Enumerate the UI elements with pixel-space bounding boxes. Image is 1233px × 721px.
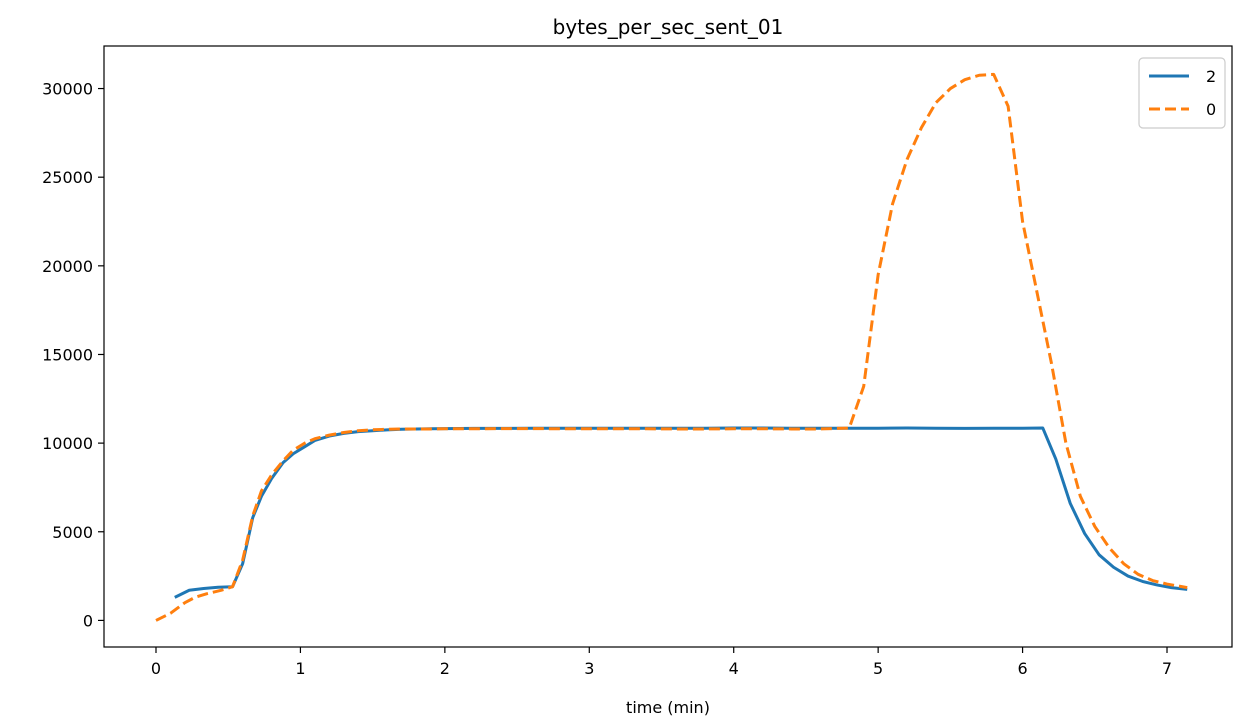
x-tick-label: 1 (295, 659, 305, 678)
x-tick-label: 3 (584, 659, 594, 678)
y-tick-label: 10000 (42, 434, 93, 453)
x-tick-label: 5 (873, 659, 883, 678)
y-tick-label: 20000 (42, 257, 93, 276)
plot-frame (103, 45, 1233, 648)
legend-label-series-0: 0 (1206, 100, 1216, 119)
legend-label-series-2: 2 (1206, 67, 1216, 86)
legend: 2 0 (1138, 57, 1226, 129)
y-tick-label: 25000 (42, 168, 93, 187)
y-tick-label: 0 (83, 611, 93, 630)
x-tick-label: 0 (151, 659, 161, 678)
x-tick-label: 6 (1017, 659, 1027, 678)
y-axis-ticks: 0 5000 10000 15000 20000 25000 30000 (42, 80, 104, 630)
series-line-0 (155, 72, 1188, 622)
y-tick-label: 15000 (42, 345, 93, 364)
chart-title: bytes_per_sec_sent_01 (553, 15, 784, 39)
y-tick-label: 30000 (42, 80, 93, 99)
x-axis-label: time (min) (626, 698, 710, 717)
x-tick-label: 2 (440, 659, 450, 678)
y-tick-label: 5000 (52, 523, 93, 542)
x-axis-ticks: 0 1 2 3 4 5 6 7 (151, 647, 1172, 678)
x-tick-label: 4 (729, 659, 739, 678)
x-tick-label: 7 (1162, 659, 1172, 678)
plot-content (155, 72, 1188, 622)
